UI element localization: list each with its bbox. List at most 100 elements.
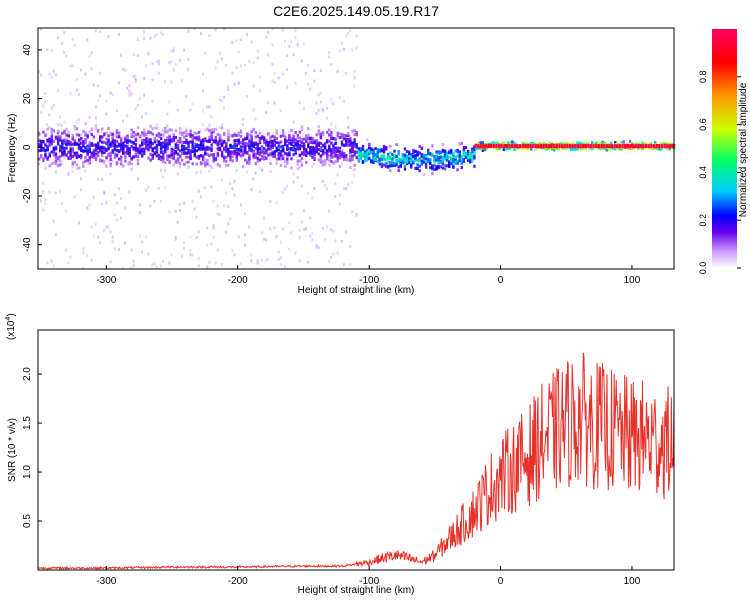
spectrogram-cell: [258, 152, 262, 156]
spectrogram-cell: [141, 149, 144, 153]
spectrogram-cell: [214, 150, 217, 154]
spectrogram-cell: [237, 142, 241, 146]
spectrogram-cell: [86, 137, 89, 141]
spectrogram-cell: [162, 260, 164, 264]
spectrogram-cell: [128, 162, 131, 166]
spectrogram-cell: [290, 146, 293, 150]
spectrogram-cell: [250, 147, 253, 151]
spectrogram-cell: [330, 141, 333, 145]
spectrogram-cell: [284, 135, 287, 139]
spectrogram-cell: [288, 130, 291, 133]
spectrogram-cell: [181, 158, 184, 162]
spectrogram-cell: [178, 140, 182, 144]
spectrogram-cell: [96, 98, 99, 102]
spectrogram-cell: [403, 160, 407, 164]
spectrogram-cell: [113, 247, 116, 251]
spectrogram-cell: [216, 163, 220, 167]
spectrogram-cell: [441, 162, 445, 166]
spectrogram-cell: [109, 172, 112, 176]
spectrogram-cell: [258, 158, 262, 162]
spectrogram-cell: [61, 143, 64, 146]
spectrogram-cell: [149, 138, 152, 142]
spectrogram-ridge-cell: [474, 144, 477, 149]
spectrogram-cell: [353, 173, 356, 177]
spectrogram-cell: [235, 158, 238, 162]
spectrogram-cell: [275, 131, 278, 135]
spectrogram-cell: [471, 159, 474, 163]
spectrogram-cell: [90, 133, 93, 137]
snr-series-line: [37, 352, 675, 571]
spectrogram-ridge-cell: [621, 144, 624, 149]
spectrogram-cell: [307, 151, 310, 155]
spectrogram-cell: [69, 255, 72, 259]
spectrogram-cell: [521, 142, 524, 145]
spectrogram-cell: [172, 133, 175, 137]
spectrogram-cell: [220, 99, 223, 103]
spectrogram-cell: [218, 142, 222, 146]
spectrogram-cell: [86, 151, 89, 155]
spectrogram-cell: [321, 131, 325, 135]
spectrogram-cell: [193, 154, 196, 158]
spectrogram-cell: [189, 151, 192, 155]
spectrogram-cell: [227, 135, 230, 139]
spectrogram-cell: [347, 116, 350, 120]
spectrogram-cell: [305, 150, 308, 154]
spectrogram-cell: [210, 136, 213, 140]
spectrogram-cell: [464, 152, 468, 155]
spectrogram-cell: [99, 145, 102, 149]
spectrogram-cell: [59, 155, 62, 159]
spectrogram-cell: [168, 154, 171, 158]
spectrogram-ridge-cell: [508, 144, 511, 149]
spectrogram-cell: [126, 138, 129, 142]
spectrogram-cell: [401, 156, 405, 160]
spectrogram-cell: [294, 28, 297, 32]
spectrogram-cell: [132, 130, 135, 134]
spectrogram-cell: [52, 103, 55, 107]
spectrogram-cell: [189, 235, 192, 239]
spectrogram-cell: [248, 162, 251, 165]
spectrogram-cell: [330, 228, 333, 232]
spectrogram-cell: [231, 134, 234, 138]
spectrogram-cell: [65, 146, 68, 150]
spectrogram-cell: [130, 92, 133, 96]
spectrogram-cell: [263, 237, 265, 241]
spectrogram-cell: [241, 148, 244, 152]
spectrogram-cell: [349, 148, 352, 152]
snr-y-multiplier-close: ): [6, 313, 17, 316]
spectrogram-cell: [42, 157, 45, 161]
spectrogram-cell: [210, 143, 213, 147]
spectrogram-cell: [281, 157, 285, 161]
spectrogram-cell: [258, 138, 262, 142]
spectrogram-cell: [317, 152, 320, 156]
spectrogram-ridge-cell: [524, 144, 527, 149]
spectrogram-cell: [294, 143, 297, 147]
spectrogram-cell: [250, 259, 253, 263]
spectrogram-cell: [313, 141, 316, 145]
spectrogram-x-tick-label: -200: [228, 275, 248, 286]
spectrogram-cell: [349, 157, 352, 161]
spectrogram-cell: [246, 33, 249, 37]
spectrogram-cell: [183, 241, 186, 245]
spectrogram-cell: [359, 157, 363, 160]
spectrogram-cell: [387, 152, 390, 156]
spectrogram-cell: [437, 151, 440, 155]
spectrogram-cell: [235, 152, 238, 156]
spectrogram-cell: [342, 99, 345, 103]
spectrogram-cell: [159, 133, 163, 137]
spectrogram-cell: [115, 109, 118, 113]
spectrogram-cell: [380, 157, 384, 161]
spectrogram-cell: [237, 152, 241, 156]
spectrogram-cell: [162, 133, 165, 137]
spectrogram-cell: [235, 139, 238, 142]
spectrogram-cell: [288, 247, 291, 251]
spectrogram-cell: [199, 154, 203, 158]
spectrogram-cell: [252, 149, 255, 153]
spectrogram-cell: [204, 148, 207, 152]
spectrogram-cell: [323, 142, 327, 146]
spectrogram-cell: [452, 165, 455, 169]
spectrogram-cell: [191, 140, 194, 144]
spectrogram-cell: [90, 155, 93, 159]
spectrogram-cell: [265, 111, 268, 115]
spectrogram-cell: [296, 175, 299, 179]
spectrogram-cell: [178, 202, 181, 206]
